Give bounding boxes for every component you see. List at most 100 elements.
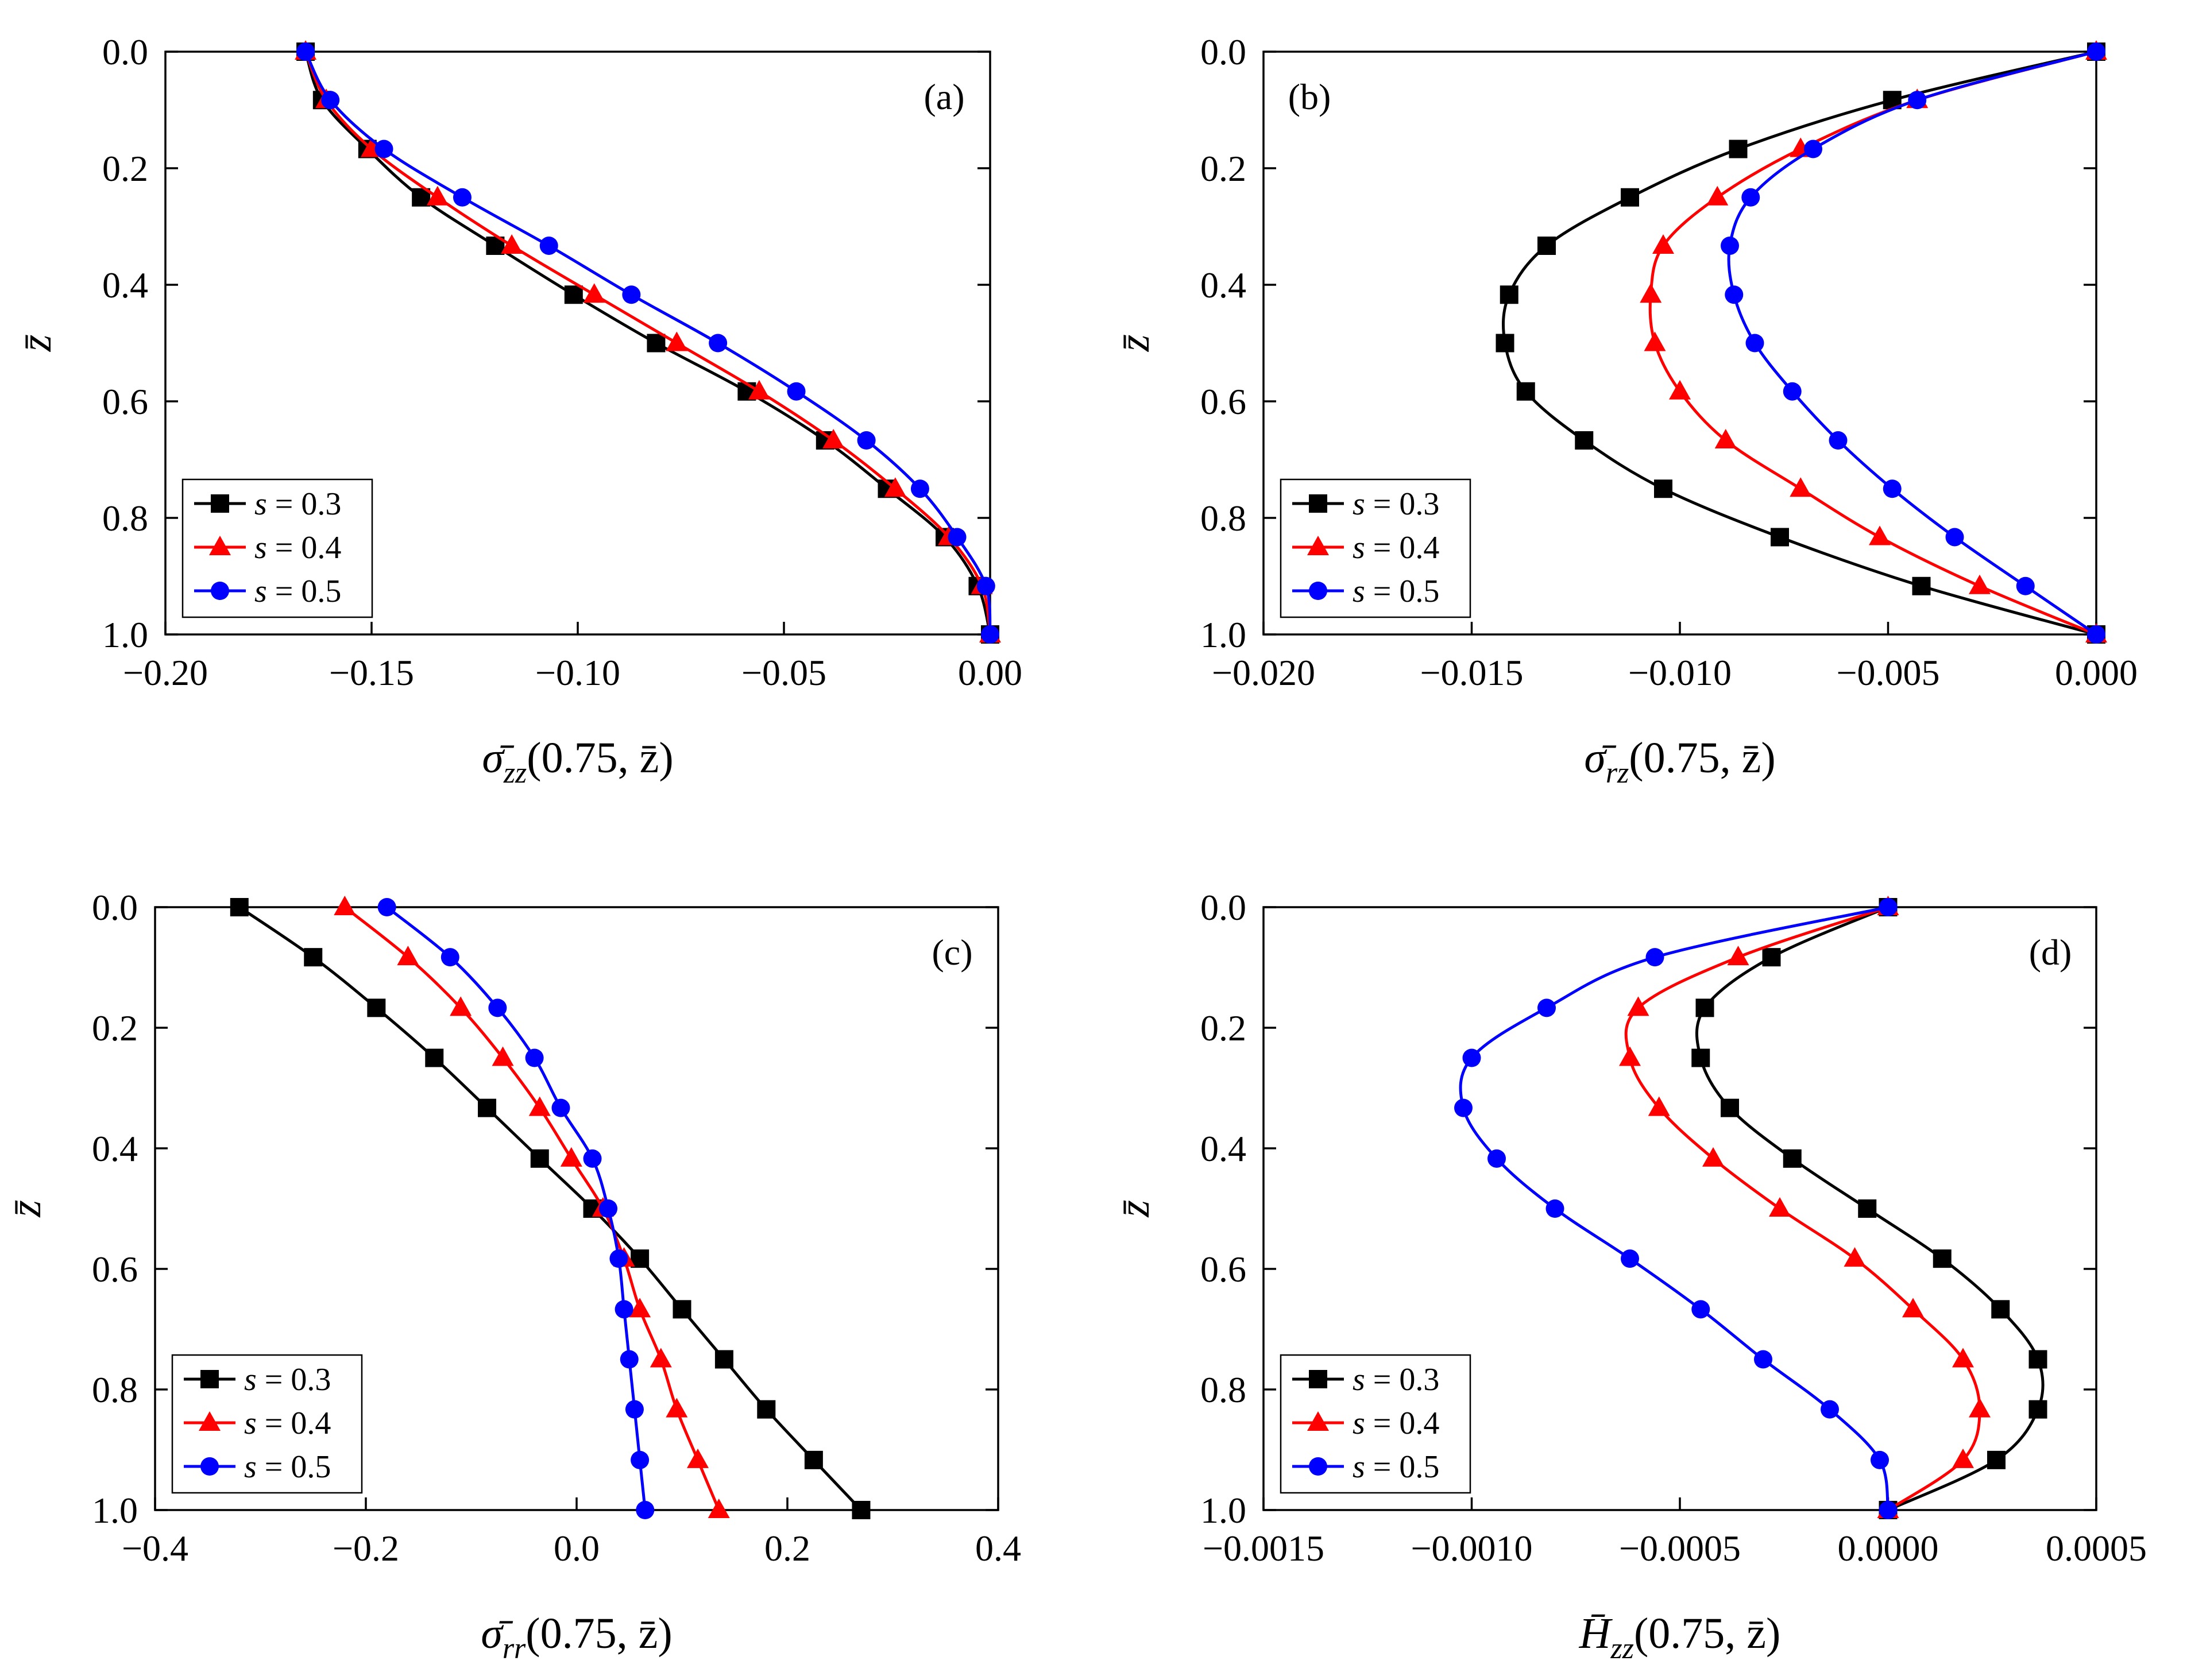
data-point (622, 285, 641, 304)
legend-label: s = 0.4 (1353, 530, 1439, 566)
panel-tag: (a) (924, 76, 964, 117)
y-tick-label: 0.0 (1200, 32, 1246, 72)
data-point (1991, 1300, 2010, 1319)
data-point (666, 1398, 688, 1418)
data-point (374, 140, 393, 158)
legend-label: s = 0.4 (1353, 1406, 1439, 1441)
y-tick-label: 0.2 (1200, 148, 1246, 189)
legend-label-var: s (254, 530, 267, 566)
data-point (1902, 1298, 1924, 1318)
y-axis-label: z̄ (1110, 335, 1158, 353)
x-tick-label: −0.020 (1212, 652, 1315, 693)
legend-label-var: s (1353, 1362, 1365, 1398)
data-point (1714, 429, 1737, 449)
legend-label-var: s (1353, 530, 1365, 566)
data-point (426, 185, 449, 206)
data-point (2028, 1350, 2047, 1369)
x-tick-label: −0.2 (333, 1528, 399, 1569)
legend-label: s = 0.3 (1353, 486, 1439, 522)
y-tick-label: 0.0 (1200, 887, 1246, 928)
data-point (1908, 91, 1927, 110)
data-point (501, 234, 523, 254)
data-point (1952, 1448, 1974, 1468)
data-point (583, 283, 605, 303)
data-point (525, 1048, 544, 1067)
y-tick-label: 0.4 (92, 1128, 138, 1169)
data-point (1621, 188, 1639, 207)
x-tick-label: −0.005 (1836, 652, 1939, 693)
x-axis-label: σ̄zz(0.75, z̄) (482, 734, 673, 789)
series-s03 (230, 898, 871, 1519)
data-point (1754, 1350, 1772, 1369)
y-tick-label: 0.6 (1200, 381, 1246, 422)
legend-label-var: s (1353, 1406, 1365, 1441)
data-point (583, 1149, 602, 1168)
data-point (1912, 576, 1931, 595)
y-tick-label: 1.0 (92, 1490, 138, 1531)
data-point (539, 236, 558, 255)
data-point (599, 1199, 618, 1218)
data-point (2087, 42, 2105, 61)
data-point (1669, 380, 1691, 400)
data-point (1721, 236, 1739, 255)
data-point (1725, 285, 1744, 304)
data-point (488, 998, 507, 1017)
data-point (1844, 1247, 1866, 1267)
data-point (857, 431, 876, 450)
x-axis-label-sub: rr (503, 1632, 526, 1665)
y-tick-label: 0.4 (1200, 1128, 1246, 1169)
x-tick-label: −0.05 (741, 652, 826, 693)
series-s05 (1721, 42, 2105, 644)
legend-label: s = 0.3 (1353, 1362, 1439, 1398)
y-tick-label: 1.0 (102, 614, 148, 655)
data-point (492, 1046, 514, 1066)
data-point (478, 1098, 497, 1117)
legend: s = 0.3s = 0.4s = 0.5 (181, 478, 373, 618)
series-line (1727, 50, 2097, 636)
y-tick-label: 0.2 (92, 1008, 138, 1048)
legend-label-value: = 0.4 (267, 530, 342, 566)
x-tick-label: 0.4 (975, 1528, 1021, 1569)
data-point (2016, 576, 2035, 595)
y-tick-label: 0.8 (102, 498, 148, 539)
data-point (1654, 479, 1672, 498)
panel-tag: (d) (2029, 932, 2072, 973)
data-point (1454, 1098, 1473, 1117)
data-point (1945, 528, 1964, 547)
y-tick-label: 1.0 (1200, 1490, 1246, 1531)
x-tick-label: 0.0005 (2046, 1528, 2147, 1569)
data-point (804, 1450, 823, 1469)
series-line (1459, 905, 1890, 1511)
data-point (1619, 1046, 1641, 1066)
x-axis-label: H̄zz(0.75, z̄) (1579, 1609, 1781, 1665)
legend-label-value: = 0.4 (1365, 530, 1440, 566)
x-tick-label: 0.0000 (1838, 1528, 1939, 1569)
data-point (230, 898, 249, 916)
y-tick-label: 0.6 (92, 1249, 138, 1290)
data-point (1969, 574, 1991, 594)
data-point (709, 334, 728, 353)
data-point (1741, 188, 1760, 207)
data-point (1821, 1400, 1839, 1419)
series-s03 (296, 42, 999, 644)
data-point (714, 1350, 733, 1369)
x-axis-label-args: (0.75, z̄) (1629, 734, 1775, 782)
data-point (1644, 331, 1666, 351)
x-axis-label-sub: zz (1610, 1632, 1634, 1665)
y-tick-label: 0.2 (1200, 1008, 1246, 1048)
legend-label-var: s (244, 1449, 257, 1485)
y-tick-label: 0.8 (1200, 498, 1246, 539)
data-point (748, 380, 770, 400)
data-point (1537, 236, 1556, 255)
legend-swatch-marker (209, 536, 231, 555)
data-point (1487, 1149, 1506, 1168)
data-point (450, 996, 472, 1016)
x-tick-label: −0.0015 (1203, 1528, 1324, 1569)
data-point (564, 285, 583, 304)
data-point (1575, 431, 1594, 450)
data-point (367, 998, 386, 1017)
data-point (1652, 234, 1674, 254)
data-point (1783, 382, 1802, 401)
panel-tag: (b) (1288, 76, 1331, 117)
data-point (609, 1249, 628, 1268)
